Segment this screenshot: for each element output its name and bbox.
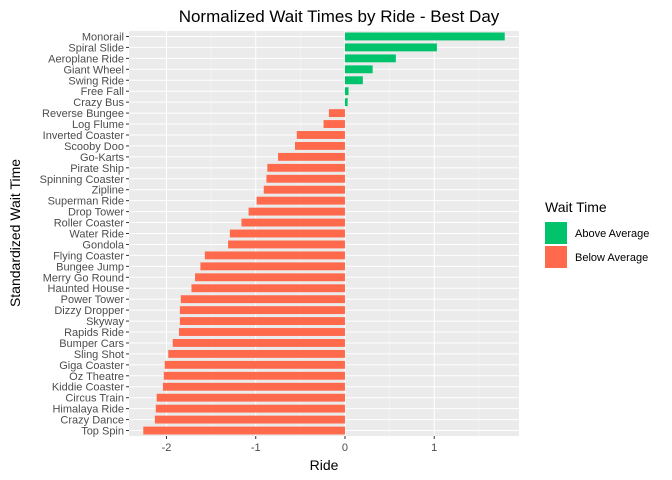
bar (178, 328, 345, 336)
y-tick-label: Crazy Dance (60, 415, 124, 427)
bar (241, 218, 345, 227)
bar (278, 152, 345, 161)
y-tick-label: Dizzy Dropper (54, 305, 124, 317)
bar (256, 196, 345, 205)
y-tick-label: Zipline (92, 185, 124, 197)
y-tick-label: Flying Coaster (53, 250, 124, 262)
y-tick-label: Bungee Jump (56, 261, 124, 273)
x-tick-label: 0 (342, 442, 348, 454)
bar (344, 54, 396, 63)
bar (344, 43, 437, 52)
legend-label-above-average: Above Average (575, 228, 649, 240)
bar (344, 65, 373, 74)
y-tick-label: Merry Go Round (43, 272, 124, 284)
y-tick-label: Monorail (82, 31, 124, 43)
y-tick-label: Free Fall (81, 86, 124, 98)
legend: Wait Time Above Average Below Average (545, 199, 649, 268)
bar (267, 163, 345, 172)
bar (200, 262, 345, 271)
bar (248, 207, 345, 216)
bar (228, 240, 345, 249)
bar (191, 284, 345, 293)
legend-key-below-average (545, 246, 567, 268)
y-tick-label: Water Ride (69, 229, 124, 241)
bar (156, 393, 345, 402)
y-tick-label: Inverted Coaster (43, 130, 125, 142)
y-tick-label: Giga Coaster (59, 360, 124, 372)
y-tick-label: Reverse Bungee (42, 108, 124, 120)
y-tick-label: Skyway (86, 316, 124, 328)
bar (180, 295, 345, 304)
bar (344, 76, 363, 85)
bar (179, 306, 345, 315)
bar (154, 415, 345, 424)
x-axis-title: Ride (310, 457, 339, 473)
bar (344, 87, 349, 96)
bar (143, 426, 345, 435)
y-tick-label: Drop Tower (68, 207, 124, 219)
y-tick-label: Bumper Cars (59, 338, 124, 350)
y-tick-label: Superman Ride (48, 196, 124, 208)
y-tick-label: Giant Wheel (63, 64, 124, 76)
bar (168, 349, 345, 358)
bar (328, 109, 345, 118)
y-tick-label: Spinning Coaster (40, 174, 125, 186)
bar (172, 339, 345, 347)
bar (204, 251, 345, 260)
y-tick-label: Pirate Ship (70, 163, 124, 175)
y-tick-label: Scooby Doo (64, 141, 124, 153)
y-tick-label: Gondola (82, 239, 124, 251)
y-tick-label: Top Spin (81, 426, 124, 438)
y-tick-label: Oz Theatre (69, 371, 124, 383)
x-tick-label: -1 (251, 442, 261, 454)
bar (263, 185, 345, 194)
bar (266, 174, 345, 183)
y-tick-label: Aeroplane Ride (48, 53, 124, 65)
y-tick-label: Spiral Slide (68, 42, 124, 54)
bar (296, 131, 345, 139)
y-tick-label: Crazy Bus (73, 97, 124, 109)
y-tick-label: Haunted House (48, 283, 124, 295)
bar (344, 32, 505, 41)
bar (155, 404, 345, 413)
legend-label-below-average: Below Average (575, 252, 648, 264)
bar (179, 317, 345, 326)
x-axis: -2 -1 0 1 (162, 436, 437, 454)
bar (294, 141, 345, 150)
y-tick-label: Rapids Ride (64, 327, 124, 339)
y-tick-label: Go-Karts (80, 152, 125, 164)
y-tick-label: Kiddie Coaster (52, 382, 124, 394)
bar (344, 98, 348, 107)
bar (323, 120, 345, 128)
legend-key-above-average (545, 222, 567, 244)
bar (164, 360, 345, 369)
x-tick-label: -2 (162, 442, 172, 454)
y-tick-label: Circus Train (65, 393, 124, 405)
y-tick-label: Sling Shot (74, 349, 124, 361)
bar (195, 273, 345, 282)
bars-group (143, 32, 505, 435)
chart-title: Normalized Wait Times by Ride - Best Day (179, 7, 500, 26)
bar (229, 229, 345, 238)
y-tick-label: Log Flume (72, 119, 124, 131)
x-tick-label: 1 (431, 442, 437, 454)
y-axis-title: Standardized Wait Time (7, 159, 23, 307)
bar (163, 371, 345, 380)
y-tick-label: Power Tower (61, 294, 125, 306)
y-tick-label: Himalaya Ride (52, 404, 124, 416)
y-tick-label: Roller Coaster (54, 218, 125, 230)
legend-title: Wait Time (545, 199, 607, 215)
y-tick-label: Swing Ride (68, 75, 124, 87)
bar (162, 382, 345, 391)
